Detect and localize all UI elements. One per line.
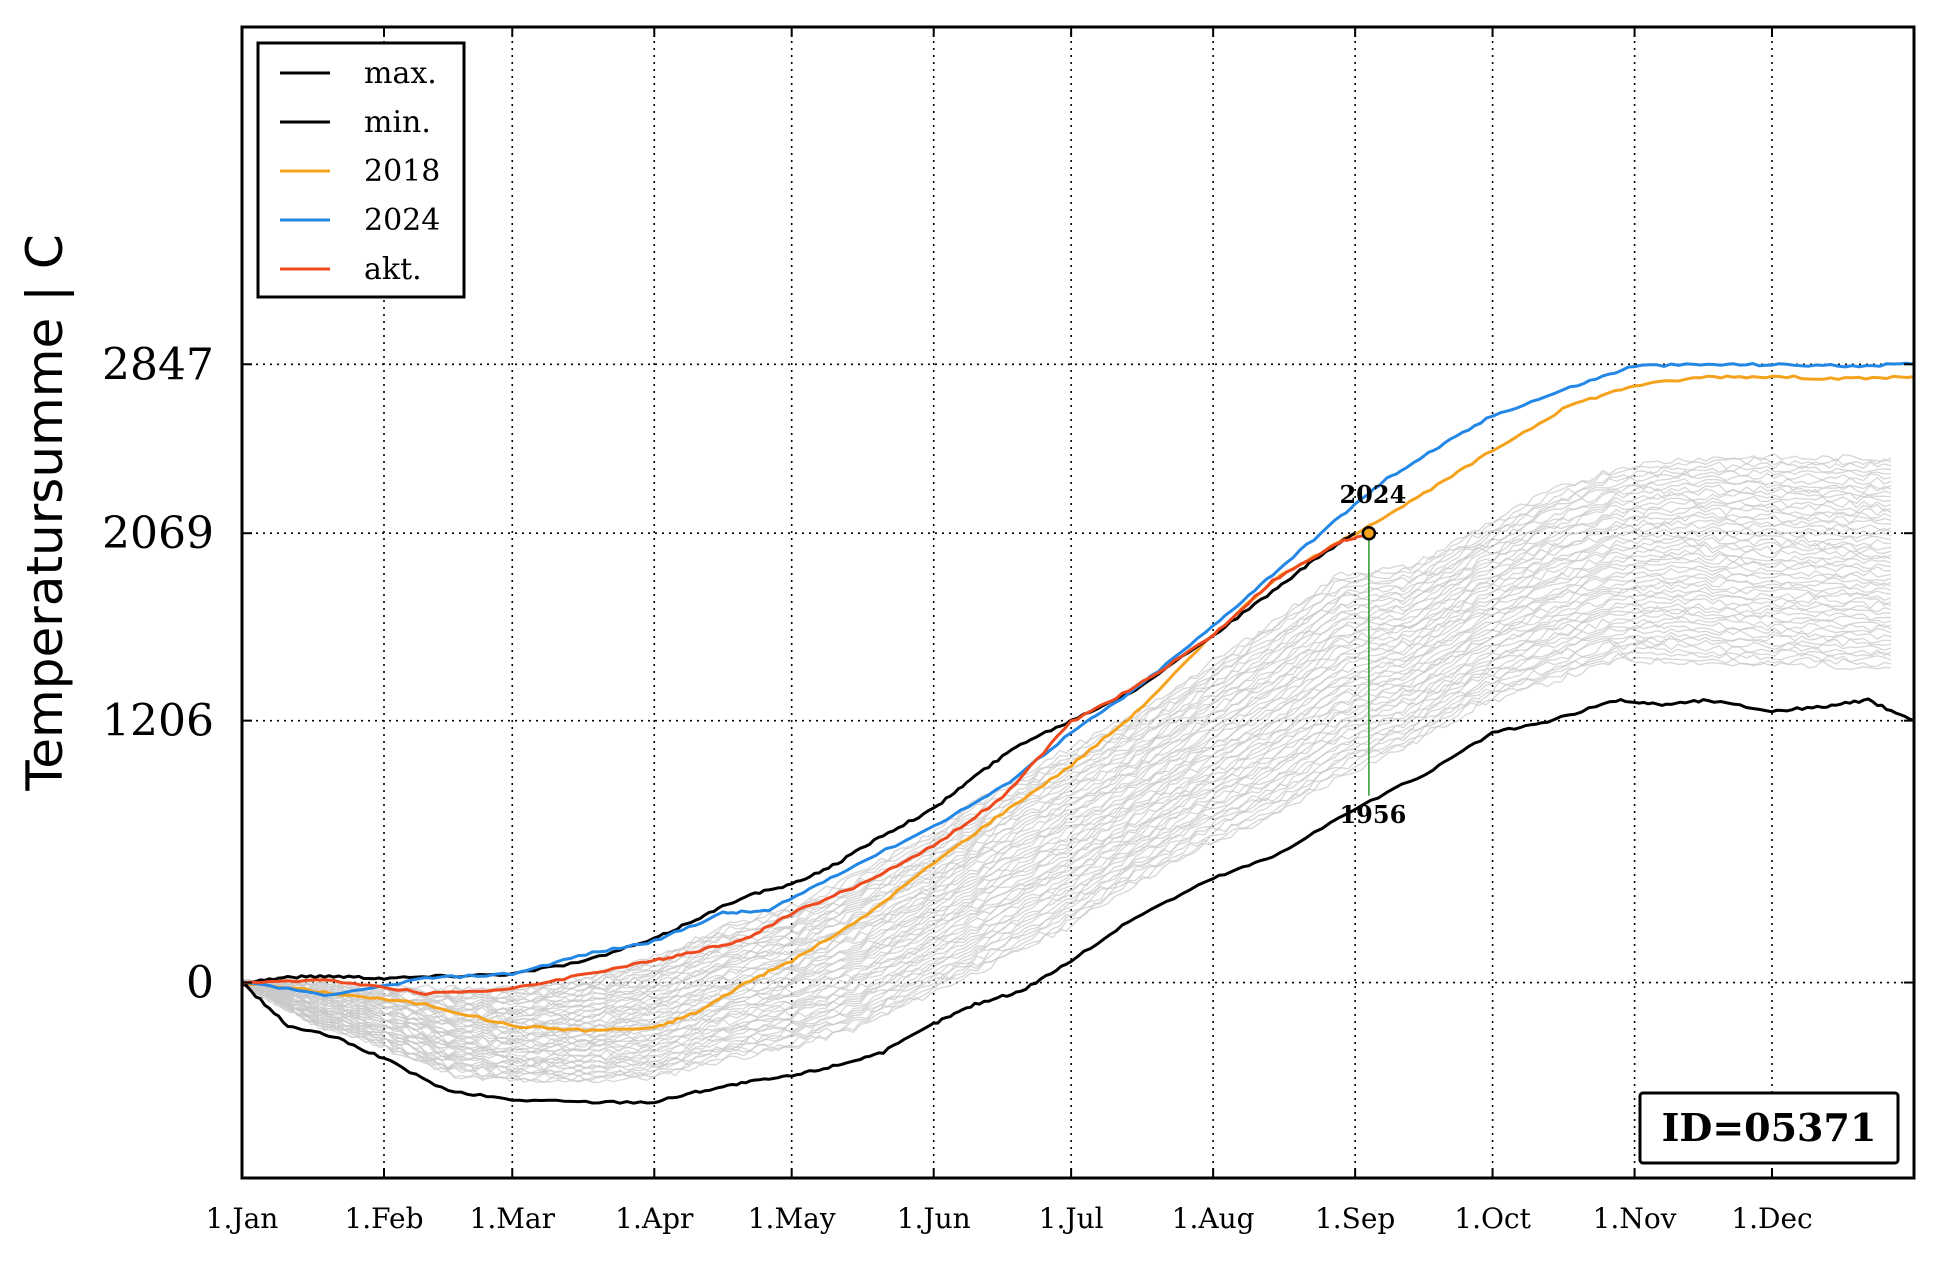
x-tick-label: 1.Aug (1172, 1202, 1255, 1235)
history-year-line (241, 511, 1892, 1018)
history-year-line (241, 579, 1892, 1048)
history-year-line (241, 564, 1892, 1041)
station-id-label: ID=05371 (1662, 1105, 1877, 1150)
history-year-line (241, 461, 1892, 996)
series-lines (241, 361, 1915, 1105)
current-marker: 2024 1956 (1339, 480, 1406, 829)
history-year-line (241, 503, 1892, 1015)
history-year-line (241, 479, 1892, 1004)
history-year-line (241, 560, 1892, 1040)
legend-entry: 2024 (364, 203, 440, 238)
history-year-line (241, 476, 1892, 1003)
x-tick-label: 1.Jun (897, 1202, 971, 1235)
x-tick-label: 1.Nov (1593, 1202, 1677, 1235)
x-tick-label: 1.Feb (344, 1202, 423, 1235)
x-tick-label: 1.Apr (615, 1202, 694, 1235)
series-line-akt (241, 531, 1370, 997)
x-tick-label: 1.May (748, 1202, 836, 1235)
current-value-point (1361, 525, 1377, 541)
y-axis-ticks: 0 1206 2069 2847 (102, 339, 1914, 1009)
history-year-line (241, 541, 1892, 1030)
history-year-line (241, 469, 1892, 1000)
x-axis-ticks: 1.Jan 1.Feb 1.Mar 1.Apr 1.May 1.Jun 1.Jul 1.Aug… (206, 27, 1813, 1235)
marker-bottom-label: 1956 (1339, 800, 1406, 829)
history-year-line (241, 605, 1892, 1061)
history-year-line (241, 634, 1892, 1074)
history-year-line (241, 620, 1892, 1068)
series-line-min (241, 697, 1915, 1105)
history-year-line (241, 456, 1892, 996)
history-year-line (241, 552, 1892, 1037)
history-year-line (241, 522, 1892, 1023)
history-year-line (241, 586, 1892, 1051)
history-year-line (241, 526, 1892, 1025)
history-year-line (241, 499, 1892, 1013)
marker-top-label: 2024 (1339, 480, 1406, 509)
x-tick-label: 1.Sep (1315, 1202, 1395, 1235)
history-year-line (241, 602, 1892, 1059)
history-year-line (241, 544, 1892, 1033)
history-year-line (241, 631, 1892, 1074)
y-axis-label: Temperatursumme | C (16, 234, 74, 792)
legend-entry: max. (364, 56, 437, 91)
history-year-line (241, 656, 1892, 1084)
history-year-line (241, 465, 1892, 999)
history-year-line (241, 624, 1892, 1068)
history-year-line (241, 533, 1892, 1027)
history-year-line (241, 487, 1892, 1008)
y-tick-label: 2069 (102, 508, 214, 559)
x-tick-label: 1.Jan (206, 1202, 279, 1235)
history-year-line (241, 518, 1892, 1021)
history-year-line (241, 638, 1892, 1076)
history-year-line (241, 556, 1892, 1038)
series-line-2018 (241, 374, 1915, 1033)
history-year-line (241, 575, 1892, 1046)
history-year-line (241, 627, 1892, 1071)
history-year-line (241, 567, 1892, 1044)
y-tick-label: 0 (186, 958, 214, 1009)
history-year-line (241, 608, 1892, 1063)
legend-entry: min. (364, 105, 431, 140)
history-year-line (241, 652, 1892, 1084)
history-year-line (241, 590, 1892, 1053)
history-year-line (241, 514, 1892, 1019)
x-tick-label: 1.Dec (1731, 1202, 1812, 1235)
legend-entry: akt. (364, 252, 422, 287)
history-year-line (241, 650, 1892, 1082)
history-year-line (241, 616, 1892, 1066)
history-year-line (241, 593, 1892, 1053)
history-year-line (241, 506, 1892, 1017)
history-year-line (241, 491, 1892, 1008)
x-tick-label: 1.Jul (1039, 1202, 1104, 1235)
history-year-line (241, 598, 1892, 1056)
legend-entry: 2018 (364, 154, 440, 189)
history-year-line (241, 495, 1892, 1011)
station-id-box: ID=05371 (1638, 1091, 1900, 1165)
station-id-frame (1638, 1091, 1900, 1165)
history-year-line (241, 572, 1892, 1045)
y-tick-label: 2847 (102, 339, 214, 390)
x-tick-label: 1.Mar (470, 1202, 556, 1235)
plot-frame (240, 25, 1916, 1180)
history-year-line (241, 612, 1892, 1064)
x-tick-label: 1.Oct (1454, 1202, 1531, 1235)
legend: max. min. 2018 2024 akt. (256, 41, 466, 299)
y-tick-label: 1206 (102, 696, 214, 747)
